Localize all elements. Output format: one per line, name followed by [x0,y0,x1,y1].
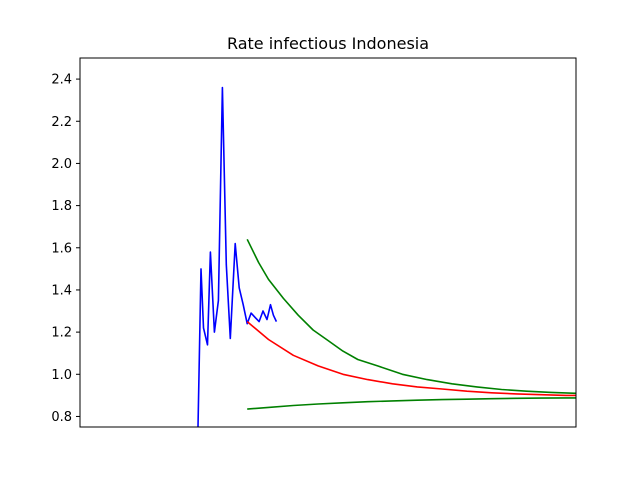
y-axis: 0.8 1.0 1.2 1.4 1.6 1.8 2.0 2.2 2.4 [51,73,80,425]
y-tick-label: 2.4 [51,73,72,88]
chart-title: Rate infectious Indonesia [227,34,429,53]
y-tick-label: 1.2 [51,326,72,341]
series-line-2 [246,238,576,395]
series-layer [197,86,576,427]
y-tick-label: 2.0 [51,157,72,172]
series-line-0 [197,86,278,427]
plot-frame [79,57,577,428]
y-tick-label: 2.2 [51,115,72,130]
y-tick-label: 1.6 [51,241,72,256]
series-line-1 [246,320,576,397]
series-line-3 [247,397,576,410]
y-tick-label: 1.8 [51,199,72,214]
y-tick-label: 0.8 [51,410,72,425]
y-tick-label: 1.0 [51,368,72,383]
y-tick-label: 1.4 [51,283,72,298]
